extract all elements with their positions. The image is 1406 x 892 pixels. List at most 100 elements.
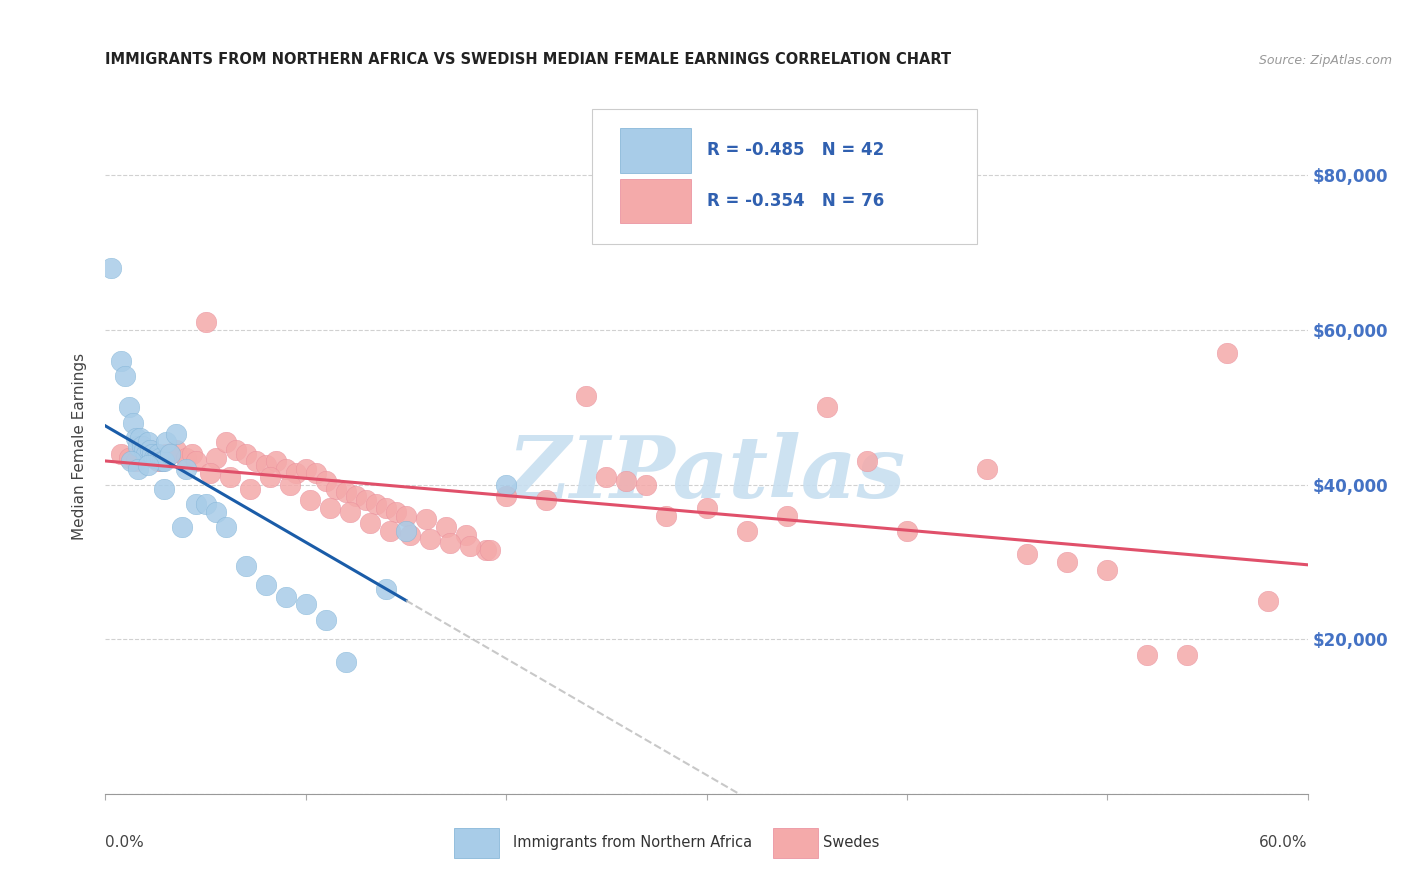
Y-axis label: Median Female Earnings: Median Female Earnings	[72, 352, 87, 540]
Point	[132, 442, 155, 457]
Point	[456, 528, 478, 542]
Point	[155, 447, 177, 461]
Text: 60.0%: 60.0%	[1260, 836, 1308, 850]
Point	[204, 450, 226, 465]
Point	[118, 450, 141, 465]
Point	[145, 450, 167, 465]
Point	[198, 466, 221, 480]
Point	[184, 454, 207, 468]
Point	[136, 435, 159, 450]
Point	[815, 401, 838, 415]
Point	[138, 442, 160, 457]
Point	[315, 613, 337, 627]
Point	[155, 435, 177, 450]
Point	[374, 500, 398, 515]
Point	[339, 505, 361, 519]
Point	[1136, 648, 1159, 662]
Point	[434, 520, 457, 534]
Point	[235, 447, 257, 461]
Point	[150, 454, 173, 468]
Point	[124, 431, 146, 445]
Point	[378, 524, 401, 538]
Point	[395, 524, 418, 538]
Point	[131, 439, 153, 453]
Point	[364, 497, 387, 511]
Point	[121, 454, 143, 468]
Point	[595, 470, 617, 484]
Point	[127, 439, 149, 453]
Point	[194, 315, 217, 329]
Point	[165, 442, 187, 457]
Point	[194, 497, 217, 511]
Point	[284, 466, 307, 480]
Text: Source: ZipAtlas.com: Source: ZipAtlas.com	[1258, 54, 1392, 67]
Point	[110, 447, 132, 461]
Point	[148, 450, 170, 465]
Point	[298, 493, 321, 508]
Point	[495, 477, 517, 491]
Point	[150, 454, 173, 468]
Point	[278, 477, 301, 491]
Point	[495, 489, 517, 503]
Point	[359, 516, 381, 531]
Point	[616, 474, 638, 488]
Point	[141, 447, 163, 461]
Point	[142, 450, 165, 465]
Point	[395, 508, 418, 523]
Point	[174, 450, 197, 465]
Point	[136, 458, 159, 473]
Point	[214, 435, 236, 450]
Point	[439, 535, 461, 549]
Point	[135, 447, 157, 461]
Text: IMMIGRANTS FROM NORTHERN AFRICA VS SWEDISH MEDIAN FEMALE EARNINGS CORRELATION CH: IMMIGRANTS FROM NORTHERN AFRICA VS SWEDI…	[105, 52, 952, 67]
Point	[399, 528, 422, 542]
Point	[152, 454, 174, 468]
Point	[138, 442, 160, 457]
Point	[636, 477, 658, 491]
Point	[259, 470, 281, 484]
Point	[180, 447, 202, 461]
Point	[165, 427, 187, 442]
Point	[295, 598, 318, 612]
Point	[159, 447, 181, 461]
Point	[1056, 555, 1078, 569]
Point	[254, 458, 277, 473]
Point	[118, 401, 141, 415]
Point	[735, 524, 758, 538]
Point	[218, 470, 240, 484]
Point	[776, 508, 799, 523]
Point	[415, 512, 437, 526]
Text: Immigrants from Northern Africa: Immigrants from Northern Africa	[513, 836, 752, 850]
Point	[305, 466, 328, 480]
Point	[1216, 346, 1239, 360]
Point	[976, 462, 998, 476]
Point	[127, 462, 149, 476]
Point	[855, 454, 877, 468]
FancyBboxPatch shape	[620, 128, 690, 172]
Point	[159, 447, 181, 461]
Point	[114, 369, 136, 384]
Point	[374, 582, 398, 596]
Point	[325, 482, 347, 496]
Point	[1097, 563, 1119, 577]
Point	[344, 489, 367, 503]
Point	[1015, 547, 1038, 561]
Point	[239, 482, 262, 496]
Point	[204, 505, 226, 519]
Point	[110, 354, 132, 368]
Text: R = -0.485   N = 42: R = -0.485 N = 42	[707, 141, 884, 160]
Point	[146, 447, 169, 461]
FancyBboxPatch shape	[592, 109, 977, 244]
Point	[124, 454, 146, 468]
Point	[335, 656, 357, 670]
Point	[1257, 593, 1279, 607]
FancyBboxPatch shape	[620, 178, 690, 223]
Point	[214, 520, 236, 534]
Point	[135, 447, 157, 461]
Point	[245, 454, 267, 468]
Point	[146, 454, 169, 468]
Point	[142, 450, 165, 465]
Point	[184, 497, 207, 511]
Point	[235, 558, 257, 573]
Point	[896, 524, 918, 538]
